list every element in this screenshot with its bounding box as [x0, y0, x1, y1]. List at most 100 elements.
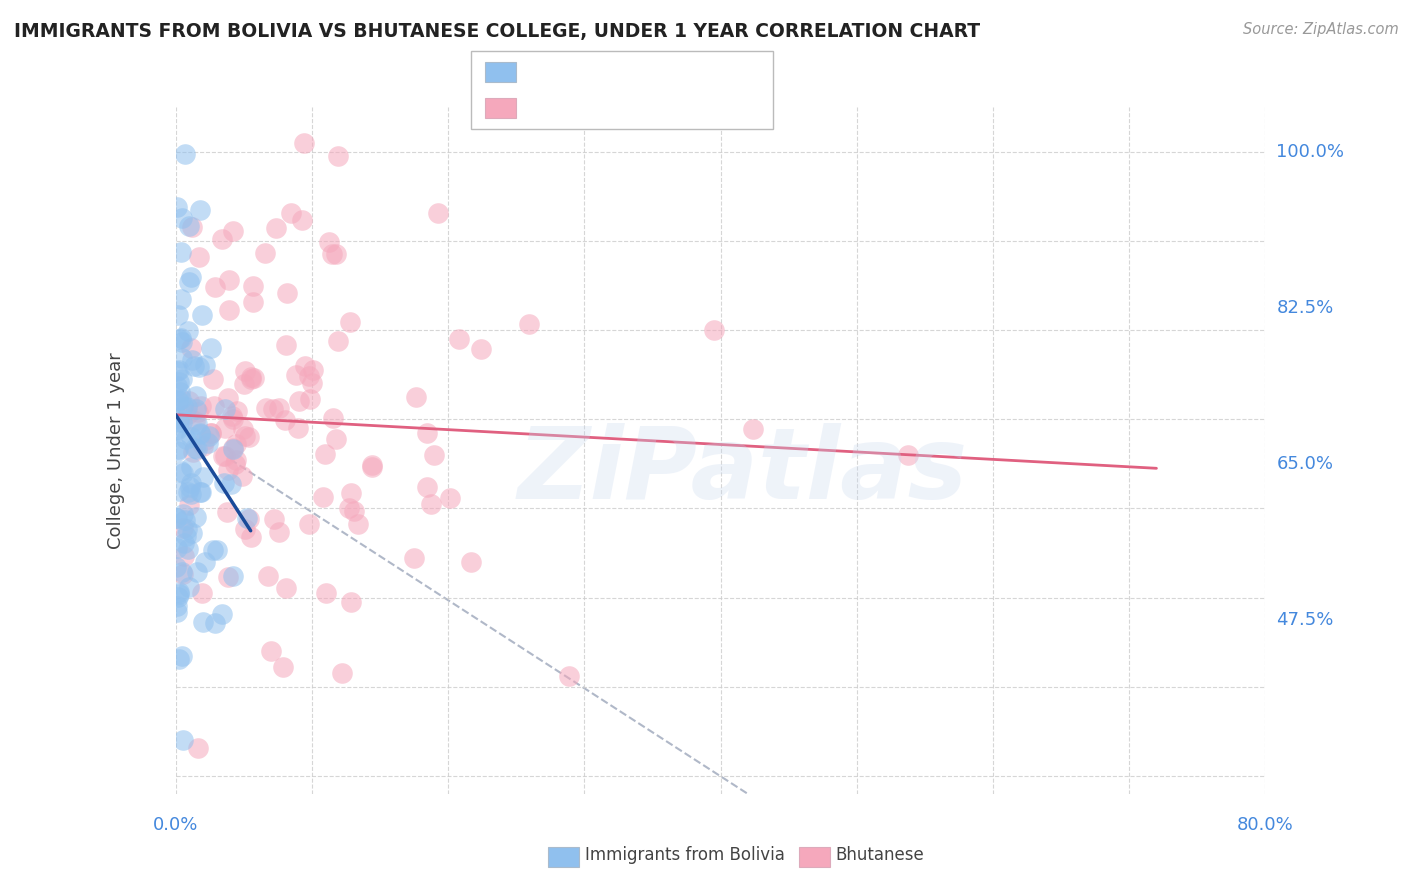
Point	[404, 550, 426, 565]
Point	[240, 370, 263, 384]
Point	[263, 512, 285, 526]
Point	[194, 433, 217, 447]
Point	[232, 422, 254, 436]
Point	[294, 359, 316, 373]
Point	[194, 359, 217, 373]
Point	[173, 549, 195, 564]
FancyBboxPatch shape	[799, 847, 830, 867]
Point	[301, 363, 323, 377]
Point	[193, 615, 215, 629]
Point	[202, 399, 225, 413]
Point	[330, 665, 353, 680]
Point	[207, 543, 229, 558]
Point	[280, 205, 302, 219]
Point	[217, 570, 239, 584]
Point	[287, 394, 309, 409]
Point	[176, 484, 198, 499]
Point	[169, 587, 191, 601]
Point	[222, 224, 245, 238]
Point	[166, 511, 188, 525]
Point	[172, 508, 194, 522]
Point	[238, 512, 260, 526]
Point	[231, 468, 253, 483]
Point	[240, 372, 263, 386]
Point	[169, 292, 191, 306]
Point	[167, 483, 190, 498]
Point	[201, 542, 224, 557]
Point	[179, 394, 201, 409]
Text: N =: N =	[640, 99, 692, 117]
Text: -0.091: -0.091	[571, 98, 640, 118]
Text: R =: R =	[524, 99, 564, 117]
Point	[191, 309, 214, 323]
Point	[166, 200, 188, 214]
Point	[211, 231, 233, 245]
Point	[166, 309, 188, 323]
Point	[167, 362, 190, 376]
Point	[191, 585, 214, 599]
Point	[276, 286, 298, 301]
Point	[271, 660, 294, 674]
Point	[298, 516, 321, 531]
Point	[184, 414, 207, 428]
Point	[187, 405, 209, 419]
Point	[176, 407, 198, 421]
Text: N =: N =	[640, 63, 692, 81]
Point	[214, 420, 236, 434]
Point	[177, 498, 200, 512]
Point	[167, 394, 190, 409]
Point	[180, 487, 202, 501]
Point	[301, 376, 323, 391]
Point	[233, 364, 256, 378]
Point	[517, 318, 540, 332]
Point	[197, 436, 219, 450]
Point	[343, 504, 366, 518]
Point	[238, 429, 260, 443]
Point	[340, 595, 363, 609]
Point	[169, 332, 191, 346]
Text: ZiPatlas: ZiPatlas	[517, 423, 967, 519]
Point	[449, 332, 471, 346]
Text: 100.0%: 100.0%	[1277, 143, 1344, 161]
Point	[170, 334, 193, 349]
Point	[361, 458, 384, 472]
Text: 96: 96	[704, 62, 731, 82]
Point	[420, 497, 443, 511]
Point	[170, 565, 193, 579]
Text: Source: ZipAtlas.com: Source: ZipAtlas.com	[1243, 22, 1399, 37]
Point	[416, 425, 439, 440]
Point	[315, 585, 337, 599]
Point	[214, 476, 236, 491]
Point	[405, 390, 427, 404]
Point	[360, 459, 382, 474]
Point	[174, 529, 197, 543]
Point	[177, 580, 200, 594]
Point	[269, 401, 291, 415]
Point	[312, 490, 335, 504]
Point	[200, 426, 222, 441]
Point	[173, 536, 195, 550]
Point	[233, 428, 256, 442]
Point	[176, 522, 198, 536]
Text: College, Under 1 year: College, Under 1 year	[107, 352, 125, 549]
Point	[202, 372, 225, 386]
Point	[325, 247, 347, 261]
FancyBboxPatch shape	[471, 51, 773, 129]
Point	[181, 352, 204, 367]
Point	[292, 136, 315, 150]
Point	[179, 480, 201, 494]
Point	[347, 516, 370, 531]
Point	[427, 206, 450, 220]
Point	[239, 530, 262, 544]
Point	[181, 444, 204, 458]
Point	[340, 486, 363, 500]
Point	[170, 392, 193, 406]
Point	[274, 582, 297, 596]
Text: 0.0%: 0.0%	[153, 816, 198, 834]
Point	[165, 560, 187, 574]
Point	[166, 423, 188, 437]
Point	[325, 432, 347, 446]
Point	[188, 484, 211, 499]
FancyBboxPatch shape	[485, 98, 516, 118]
Point	[176, 400, 198, 414]
